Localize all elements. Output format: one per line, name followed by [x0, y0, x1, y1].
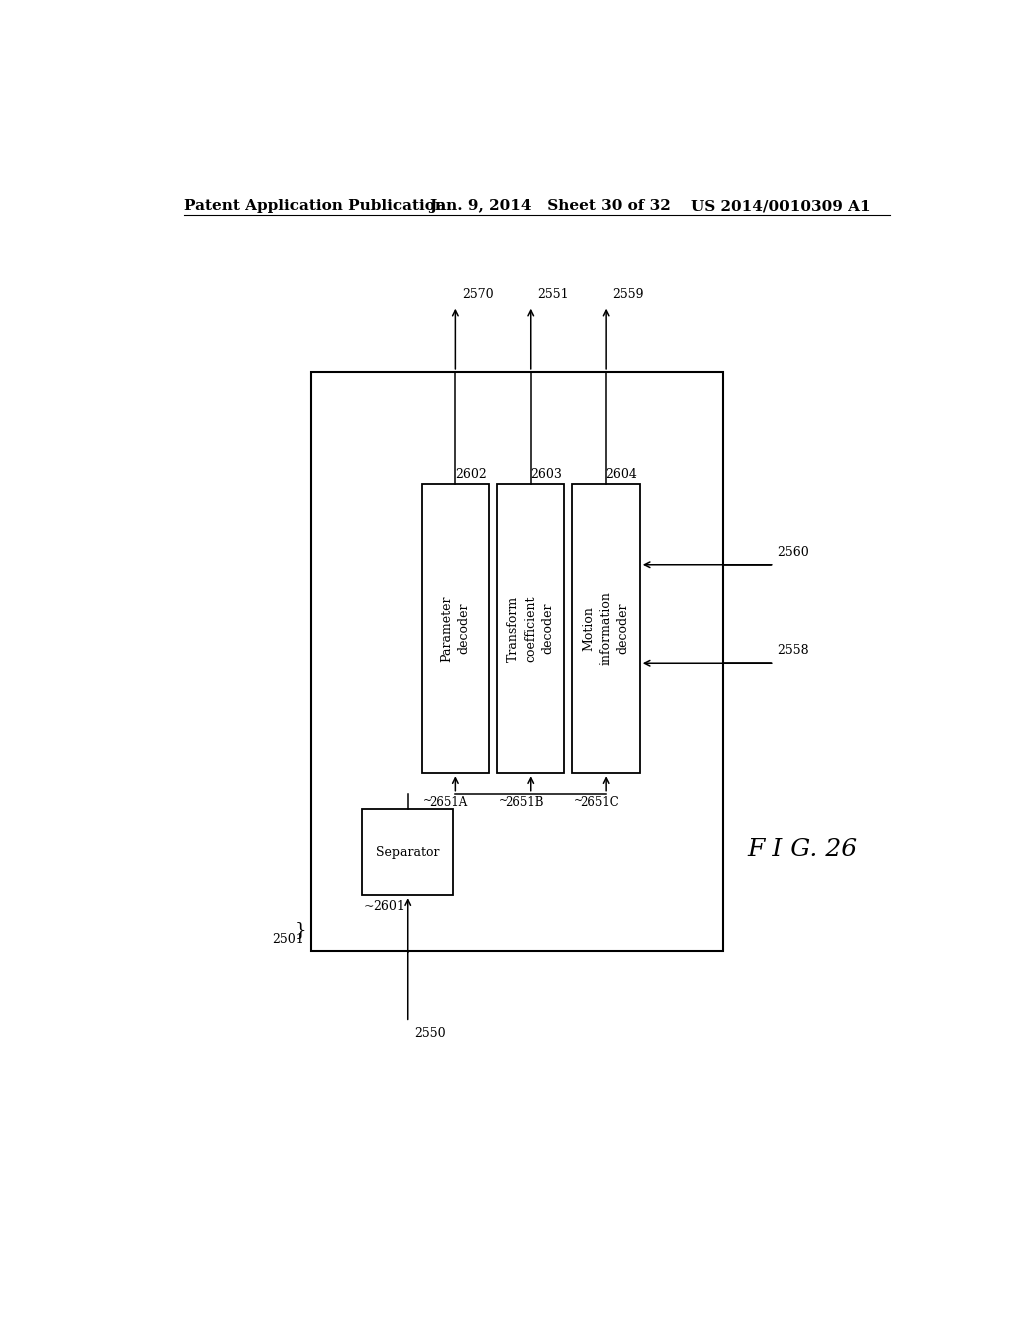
Text: 2602: 2602: [455, 467, 486, 480]
Bar: [572, 483, 640, 774]
Text: 2603: 2603: [530, 467, 562, 480]
Text: }: }: [295, 921, 306, 939]
Text: Patent Application Publication: Patent Application Publication: [183, 199, 445, 213]
Text: Jan. 9, 2014   Sheet 30 of 32: Jan. 9, 2014 Sheet 30 of 32: [430, 199, 672, 213]
Text: 2651C: 2651C: [581, 796, 620, 809]
Text: 2601: 2601: [373, 900, 406, 913]
Text: ~: ~: [574, 796, 584, 805]
Text: Motion
information
decoder: Motion information decoder: [583, 591, 630, 665]
Text: Separator: Separator: [376, 846, 439, 858]
Text: US 2014/0010309 A1: US 2014/0010309 A1: [691, 199, 871, 213]
Bar: [310, 372, 723, 952]
Text: ~: ~: [364, 900, 374, 913]
Text: 2558: 2558: [777, 644, 809, 657]
Text: 2651A: 2651A: [430, 796, 468, 809]
Text: ~: ~: [423, 796, 432, 805]
Text: F I G. 26: F I G. 26: [748, 838, 857, 861]
Bar: [362, 809, 454, 895]
Text: 2560: 2560: [777, 545, 809, 558]
Text: 2550: 2550: [414, 1027, 445, 1040]
Text: 2604: 2604: [605, 467, 638, 480]
Text: 2570: 2570: [462, 288, 494, 301]
Text: 2501: 2501: [272, 933, 304, 946]
Text: ~: ~: [499, 796, 508, 805]
Text: 2651B: 2651B: [505, 796, 544, 809]
Text: Transform
coefficient
decoder: Transform coefficient decoder: [507, 595, 554, 661]
Text: 2559: 2559: [612, 288, 644, 301]
Bar: [497, 483, 564, 774]
Text: 2551: 2551: [538, 288, 568, 301]
Text: Parameter
decoder: Parameter decoder: [440, 595, 470, 661]
Bar: [422, 483, 489, 774]
